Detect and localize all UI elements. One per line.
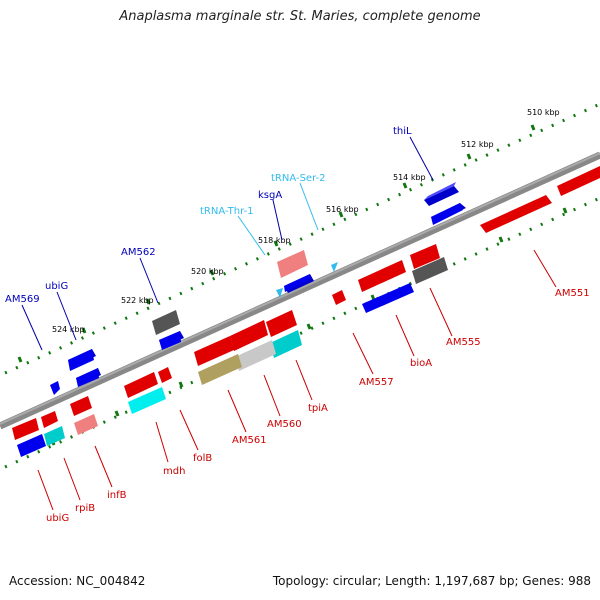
- gene-cyan-mdh[interactable]: [128, 387, 166, 414]
- gene-cyan-tpiA[interactable]: [270, 330, 302, 358]
- gene-AM561[interactable]: [194, 336, 234, 366]
- gene-AM557[interactable]: [358, 260, 406, 292]
- accession-text: Accession: NC_004842: [9, 574, 146, 588]
- label-AM562: AM562: [121, 247, 156, 258]
- trna-ser-2-marker[interactable]: [331, 262, 338, 272]
- label-AM557: AM557: [359, 377, 394, 388]
- lower-ruler: [4, 196, 600, 469]
- gene-light-red-518[interactable]: [277, 250, 308, 278]
- gene-ubiG-top[interactable]: [68, 349, 96, 371]
- gene-lightgray-AM560[interactable]: [235, 340, 276, 371]
- gene-tpiA[interactable]: [266, 310, 297, 337]
- label-AM551: AM551: [555, 288, 590, 299]
- label-AM569: AM569: [5, 294, 40, 305]
- label-tRNA-Thr-1: tRNA-Thr-1: [200, 206, 254, 217]
- gene-cyan-ubiG[interactable]: [44, 426, 65, 446]
- callout-AM557: [352, 332, 374, 375]
- label-ubiG-bottom: ubiG: [46, 513, 69, 524]
- callout-ubiG-bottom: [37, 469, 54, 511]
- gene-gray-bioA[interactable]: [412, 257, 448, 284]
- label-thiL: thiL: [393, 126, 412, 137]
- kbp-label-512: 512 kbp: [461, 140, 494, 149]
- label-AM560: AM560: [267, 419, 302, 430]
- label-rpiB: rpiB: [75, 503, 95, 514]
- gene-thiL-2[interactable]: [431, 203, 466, 225]
- gene-gray-522[interactable]: [152, 310, 180, 335]
- gene-olive-AM561[interactable]: [198, 354, 242, 385]
- gene-mdh[interactable]: [124, 372, 158, 398]
- topology-text: Topology: circular; Length: 1,197,687 bp…: [272, 574, 591, 588]
- callout-thiL: [409, 136, 434, 181]
- genome-backbone-highlight: [0, 152, 600, 425]
- label-ubiG-top: ubiG: [45, 281, 68, 292]
- label-infB: infB: [107, 490, 127, 501]
- map-title: Anaplasma marginale str. St. Maries, com…: [119, 9, 481, 24]
- callout-ubiG-top: [56, 291, 77, 341]
- kbp-label-520: 520 kbp: [191, 267, 224, 276]
- gene-blue-ubiG[interactable]: [17, 434, 46, 457]
- callout-tpiA: [295, 359, 313, 401]
- gene-AM551-b[interactable]: [557, 166, 600, 196]
- callout-AM562: [139, 257, 159, 304]
- kbp-label-518: 518 kbp: [258, 236, 291, 245]
- kbp-label-522: 522 kbp: [121, 296, 154, 305]
- gene-thiL[interactable]: [424, 182, 459, 206]
- gene-AM560[interactable]: [230, 320, 268, 351]
- upper-ruler: [4, 102, 600, 375]
- gene-ksgA[interactable]: [284, 274, 314, 293]
- callout-mdh: [155, 421, 169, 463]
- label-ksgA: ksgA: [258, 190, 282, 201]
- kbp-label-524: 524 kbp: [52, 325, 85, 334]
- callout-tRNA-Thr: [237, 215, 266, 256]
- label-mdh: mdh: [163, 466, 185, 477]
- callout-AM561: [227, 389, 247, 433]
- gene-ubiG-red-2[interactable]: [12, 418, 39, 440]
- callout-rpiB: [63, 457, 81, 501]
- gene-ubiG-top-2[interactable]: [76, 368, 101, 387]
- gene-AM562[interactable]: [159, 331, 184, 350]
- major-ticks-upper: [17, 124, 536, 363]
- gene-AM555[interactable]: [410, 244, 440, 269]
- genome-backbone: [0, 151, 600, 430]
- label-folB: folB: [193, 453, 212, 464]
- callout-folB: [179, 409, 199, 451]
- label-bioA: bioA: [410, 358, 432, 369]
- trna-thr-1-marker[interactable]: [276, 288, 283, 298]
- callout-AM551: [533, 249, 557, 288]
- callout-AM560: [263, 374, 281, 417]
- gene-AM569[interactable]: [50, 381, 60, 395]
- gene-ubiG-red[interactable]: [41, 411, 58, 428]
- gene-rpiB[interactable]: [74, 414, 98, 435]
- kbp-label-514: 514 kbp: [393, 173, 426, 182]
- callout-tRNA-Ser: [299, 182, 319, 231]
- callout-ksgA: [272, 199, 283, 241]
- callout-AM569: [21, 304, 43, 351]
- gene-AM551[interactable]: [480, 195, 552, 233]
- gene-folB[interactable]: [158, 367, 172, 383]
- label-tRNA-Ser-2: tRNA-Ser-2: [271, 173, 326, 184]
- kbp-label-510: 510 kbp: [527, 108, 560, 117]
- gene-infB[interactable]: [70, 396, 92, 416]
- callout-infB: [94, 445, 113, 488]
- kbp-label-516: 516 kbp: [326, 205, 359, 214]
- callout-bioA: [395, 314, 415, 357]
- gene-bioA[interactable]: [362, 283, 414, 313]
- label-AM555: AM555: [446, 337, 481, 348]
- label-tpiA: tpiA: [308, 403, 328, 414]
- label-AM561: AM561: [232, 435, 267, 446]
- gene-AM557-small[interactable]: [332, 290, 346, 305]
- callout-AM555: [429, 287, 453, 337]
